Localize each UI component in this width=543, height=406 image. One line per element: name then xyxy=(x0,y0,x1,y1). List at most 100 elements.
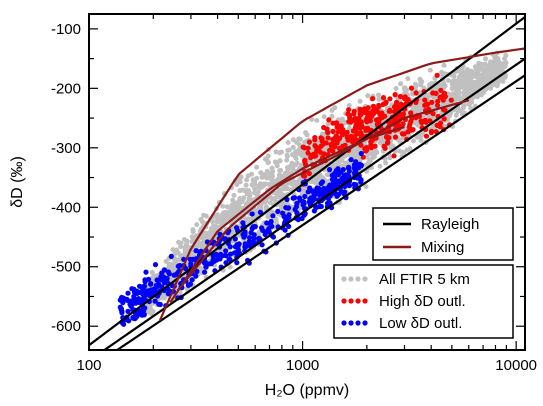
data-point xyxy=(358,163,364,169)
data-point xyxy=(402,94,408,100)
data-point xyxy=(236,241,242,247)
data-point xyxy=(219,253,225,259)
data-point xyxy=(285,205,291,211)
data-point xyxy=(465,85,471,91)
data-point xyxy=(227,264,233,270)
data-point xyxy=(270,213,276,219)
data-point xyxy=(391,153,397,159)
legend-swatch xyxy=(355,298,361,304)
data-point xyxy=(332,134,339,140)
data-point xyxy=(460,105,466,111)
data-point xyxy=(476,60,482,66)
data-point xyxy=(427,67,433,73)
data-point xyxy=(383,99,389,105)
data-point xyxy=(295,217,301,223)
data-point xyxy=(143,269,149,275)
data-point xyxy=(141,311,147,318)
data-point xyxy=(120,300,126,306)
x-tick-label: 10000 xyxy=(495,357,537,374)
data-point xyxy=(358,150,364,157)
data-point xyxy=(427,118,433,124)
legend-entry: Mixing xyxy=(383,239,464,256)
data-point xyxy=(174,247,180,253)
data-point xyxy=(348,133,354,139)
data-point xyxy=(249,211,255,217)
data-point xyxy=(488,65,494,71)
data-point xyxy=(300,199,306,205)
legend-label: Mixing xyxy=(421,239,464,256)
data-point xyxy=(234,182,240,188)
plot-frame xyxy=(88,13,526,351)
data-point xyxy=(314,117,320,123)
data-point xyxy=(231,192,237,198)
data-point xyxy=(273,149,279,155)
data-point xyxy=(285,153,290,159)
data-point xyxy=(220,211,226,216)
data-point xyxy=(452,86,458,91)
plot-points xyxy=(117,50,509,327)
data-point xyxy=(257,209,263,215)
data-point xyxy=(290,144,296,150)
data-point xyxy=(456,89,462,95)
data-point xyxy=(466,102,472,107)
data-point xyxy=(274,193,280,199)
data-point xyxy=(325,135,331,141)
data-point xyxy=(333,178,339,184)
data-point xyxy=(482,61,488,67)
data-point xyxy=(369,137,375,143)
data-point xyxy=(201,212,207,218)
data-point xyxy=(163,258,169,264)
data-point xyxy=(336,145,342,151)
data-point xyxy=(403,88,408,94)
data-point xyxy=(154,277,160,283)
data-point xyxy=(238,175,244,181)
data-point xyxy=(377,163,383,169)
mixing-curve-1 xyxy=(158,47,525,321)
data-point xyxy=(193,273,199,279)
legend-swatch xyxy=(362,320,368,326)
data-point xyxy=(252,190,257,196)
data-point xyxy=(311,177,317,183)
data-point xyxy=(280,210,286,216)
data-point xyxy=(411,138,416,144)
data-point xyxy=(304,132,310,138)
data-point xyxy=(346,168,352,174)
data-point xyxy=(335,129,341,135)
rayleigh-curve-3 xyxy=(115,74,525,350)
data-point xyxy=(264,168,270,174)
data-point xyxy=(338,189,344,195)
data-point xyxy=(448,97,454,103)
data-point xyxy=(267,181,273,187)
legend-swatch xyxy=(355,320,361,326)
data-point xyxy=(385,139,391,145)
data-point xyxy=(438,87,444,93)
data-point xyxy=(329,172,335,178)
data-point xyxy=(467,88,473,94)
data-point xyxy=(471,72,477,78)
data-point xyxy=(376,92,381,98)
y-tick-label: -600 xyxy=(51,318,81,335)
x-tick-label: 1000 xyxy=(286,357,319,374)
data-point xyxy=(161,267,168,273)
data-point xyxy=(407,127,414,133)
data-point xyxy=(271,179,277,185)
data-point xyxy=(363,162,369,168)
data-point xyxy=(301,145,308,151)
data-point xyxy=(270,169,276,174)
data-point xyxy=(397,93,403,100)
legend-label: All FTIR 5 km xyxy=(379,271,470,288)
data-point xyxy=(251,235,257,241)
data-point xyxy=(119,294,125,301)
data-point xyxy=(442,107,448,113)
data-point xyxy=(159,273,165,279)
data-point xyxy=(481,77,487,83)
data-point xyxy=(236,204,242,210)
data-point xyxy=(311,188,317,194)
data-point xyxy=(215,224,221,230)
data-point xyxy=(277,158,283,164)
data-point xyxy=(325,121,331,127)
data-point xyxy=(319,131,325,137)
data-point xyxy=(496,60,502,66)
data-point xyxy=(312,143,318,149)
data-point xyxy=(131,286,137,292)
